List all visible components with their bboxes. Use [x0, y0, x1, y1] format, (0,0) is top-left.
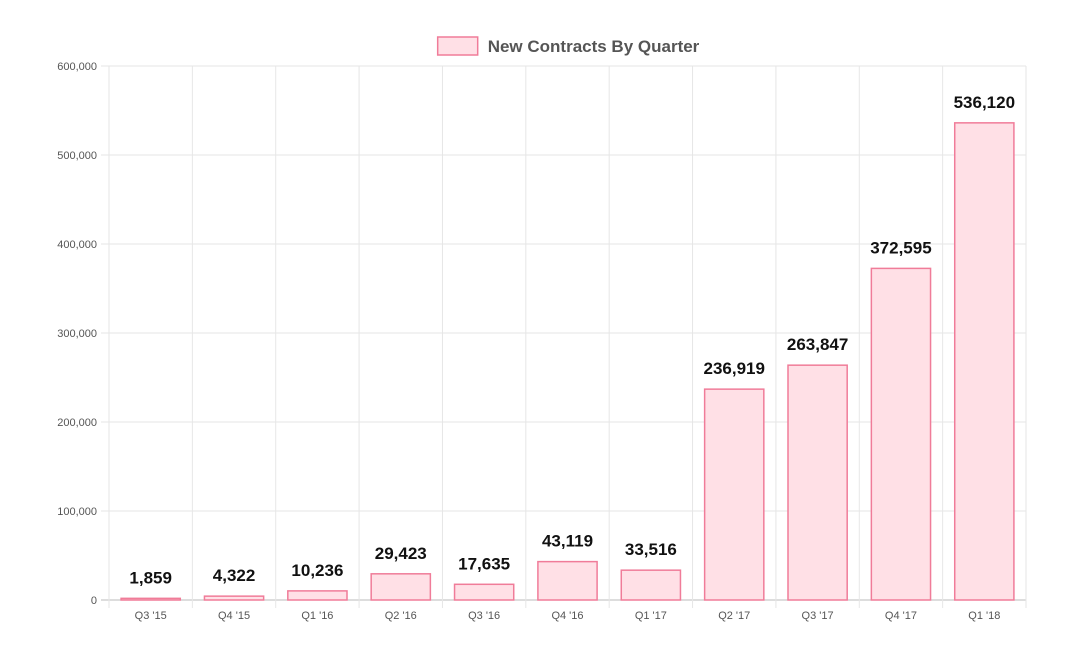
legend[interactable]: New Contracts By Quarter — [436, 36, 700, 56]
y-tick-label: 100,000 — [57, 506, 97, 518]
y-tick-label: 400,000 — [57, 239, 97, 251]
x-tick-label: Q1 '16 — [301, 610, 333, 622]
bar-value-label: 4,322 — [213, 566, 256, 585]
y-tick-label: 500,000 — [57, 150, 97, 162]
bar-value-label: 1,859 — [129, 568, 172, 587]
y-tick-label: 300,000 — [57, 328, 97, 340]
axis-layer: 0 100,000 200,000 300,000 400,000 500,000 600,… — [57, 61, 1000, 622]
bar[interactable] — [787, 364, 848, 601]
bar[interactable] — [953, 122, 1015, 601]
grid-layer — [101, 65, 1027, 608]
bar-value-label: 536,120 — [954, 93, 1015, 112]
x-tick-label: Q3 '15 — [135, 610, 167, 622]
bar[interactable] — [203, 595, 265, 601]
x-tick-label: Q4 '16 — [551, 610, 583, 622]
bar-value-label: 29,423 — [375, 544, 427, 563]
x-tick-label: Q3 '16 — [468, 610, 500, 622]
bars-layer — [120, 122, 1015, 601]
x-tick-label: Q1 '18 — [968, 610, 1000, 622]
bar[interactable] — [287, 590, 348, 601]
x-tick-label: Q4 '15 — [218, 610, 250, 622]
legend-swatch[interactable] — [436, 36, 479, 56]
bar[interactable] — [120, 597, 182, 601]
bar-value-label: 263,847 — [787, 335, 848, 354]
bar[interactable] — [537, 560, 598, 601]
bar-value-label: 33,516 — [625, 540, 677, 559]
bar[interactable] — [703, 388, 765, 601]
x-tick-label: Q2 '16 — [385, 610, 417, 622]
legend-label[interactable]: New Contracts By Quarter — [488, 37, 700, 56]
bar-value-label: 372,595 — [870, 238, 931, 257]
y-tick-label: 0 — [91, 595, 97, 607]
bar-value-label: 17,635 — [458, 554, 510, 573]
bar-value-label: 236,919 — [704, 359, 765, 378]
y-tick-label: 600,000 — [57, 61, 97, 73]
bar[interactable] — [870, 267, 932, 601]
data-labels-layer: 1,859 4,322 10,236 29,423 17,635 43,119 33,516… — [129, 93, 1015, 587]
x-tick-label: Q1 '17 — [635, 610, 667, 622]
bar-value-label: 10,236 — [291, 561, 343, 580]
x-tick-label: Q2 '17 — [718, 610, 750, 622]
bar-value-label: 43,119 — [542, 532, 593, 551]
x-tick-label: Q3 '17 — [802, 610, 834, 622]
bar[interactable] — [620, 569, 682, 601]
y-tick-label: 200,000 — [57, 417, 97, 429]
bar[interactable] — [453, 583, 515, 601]
bar[interactable] — [370, 573, 432, 601]
x-tick-label: Q4 '17 — [885, 610, 917, 622]
